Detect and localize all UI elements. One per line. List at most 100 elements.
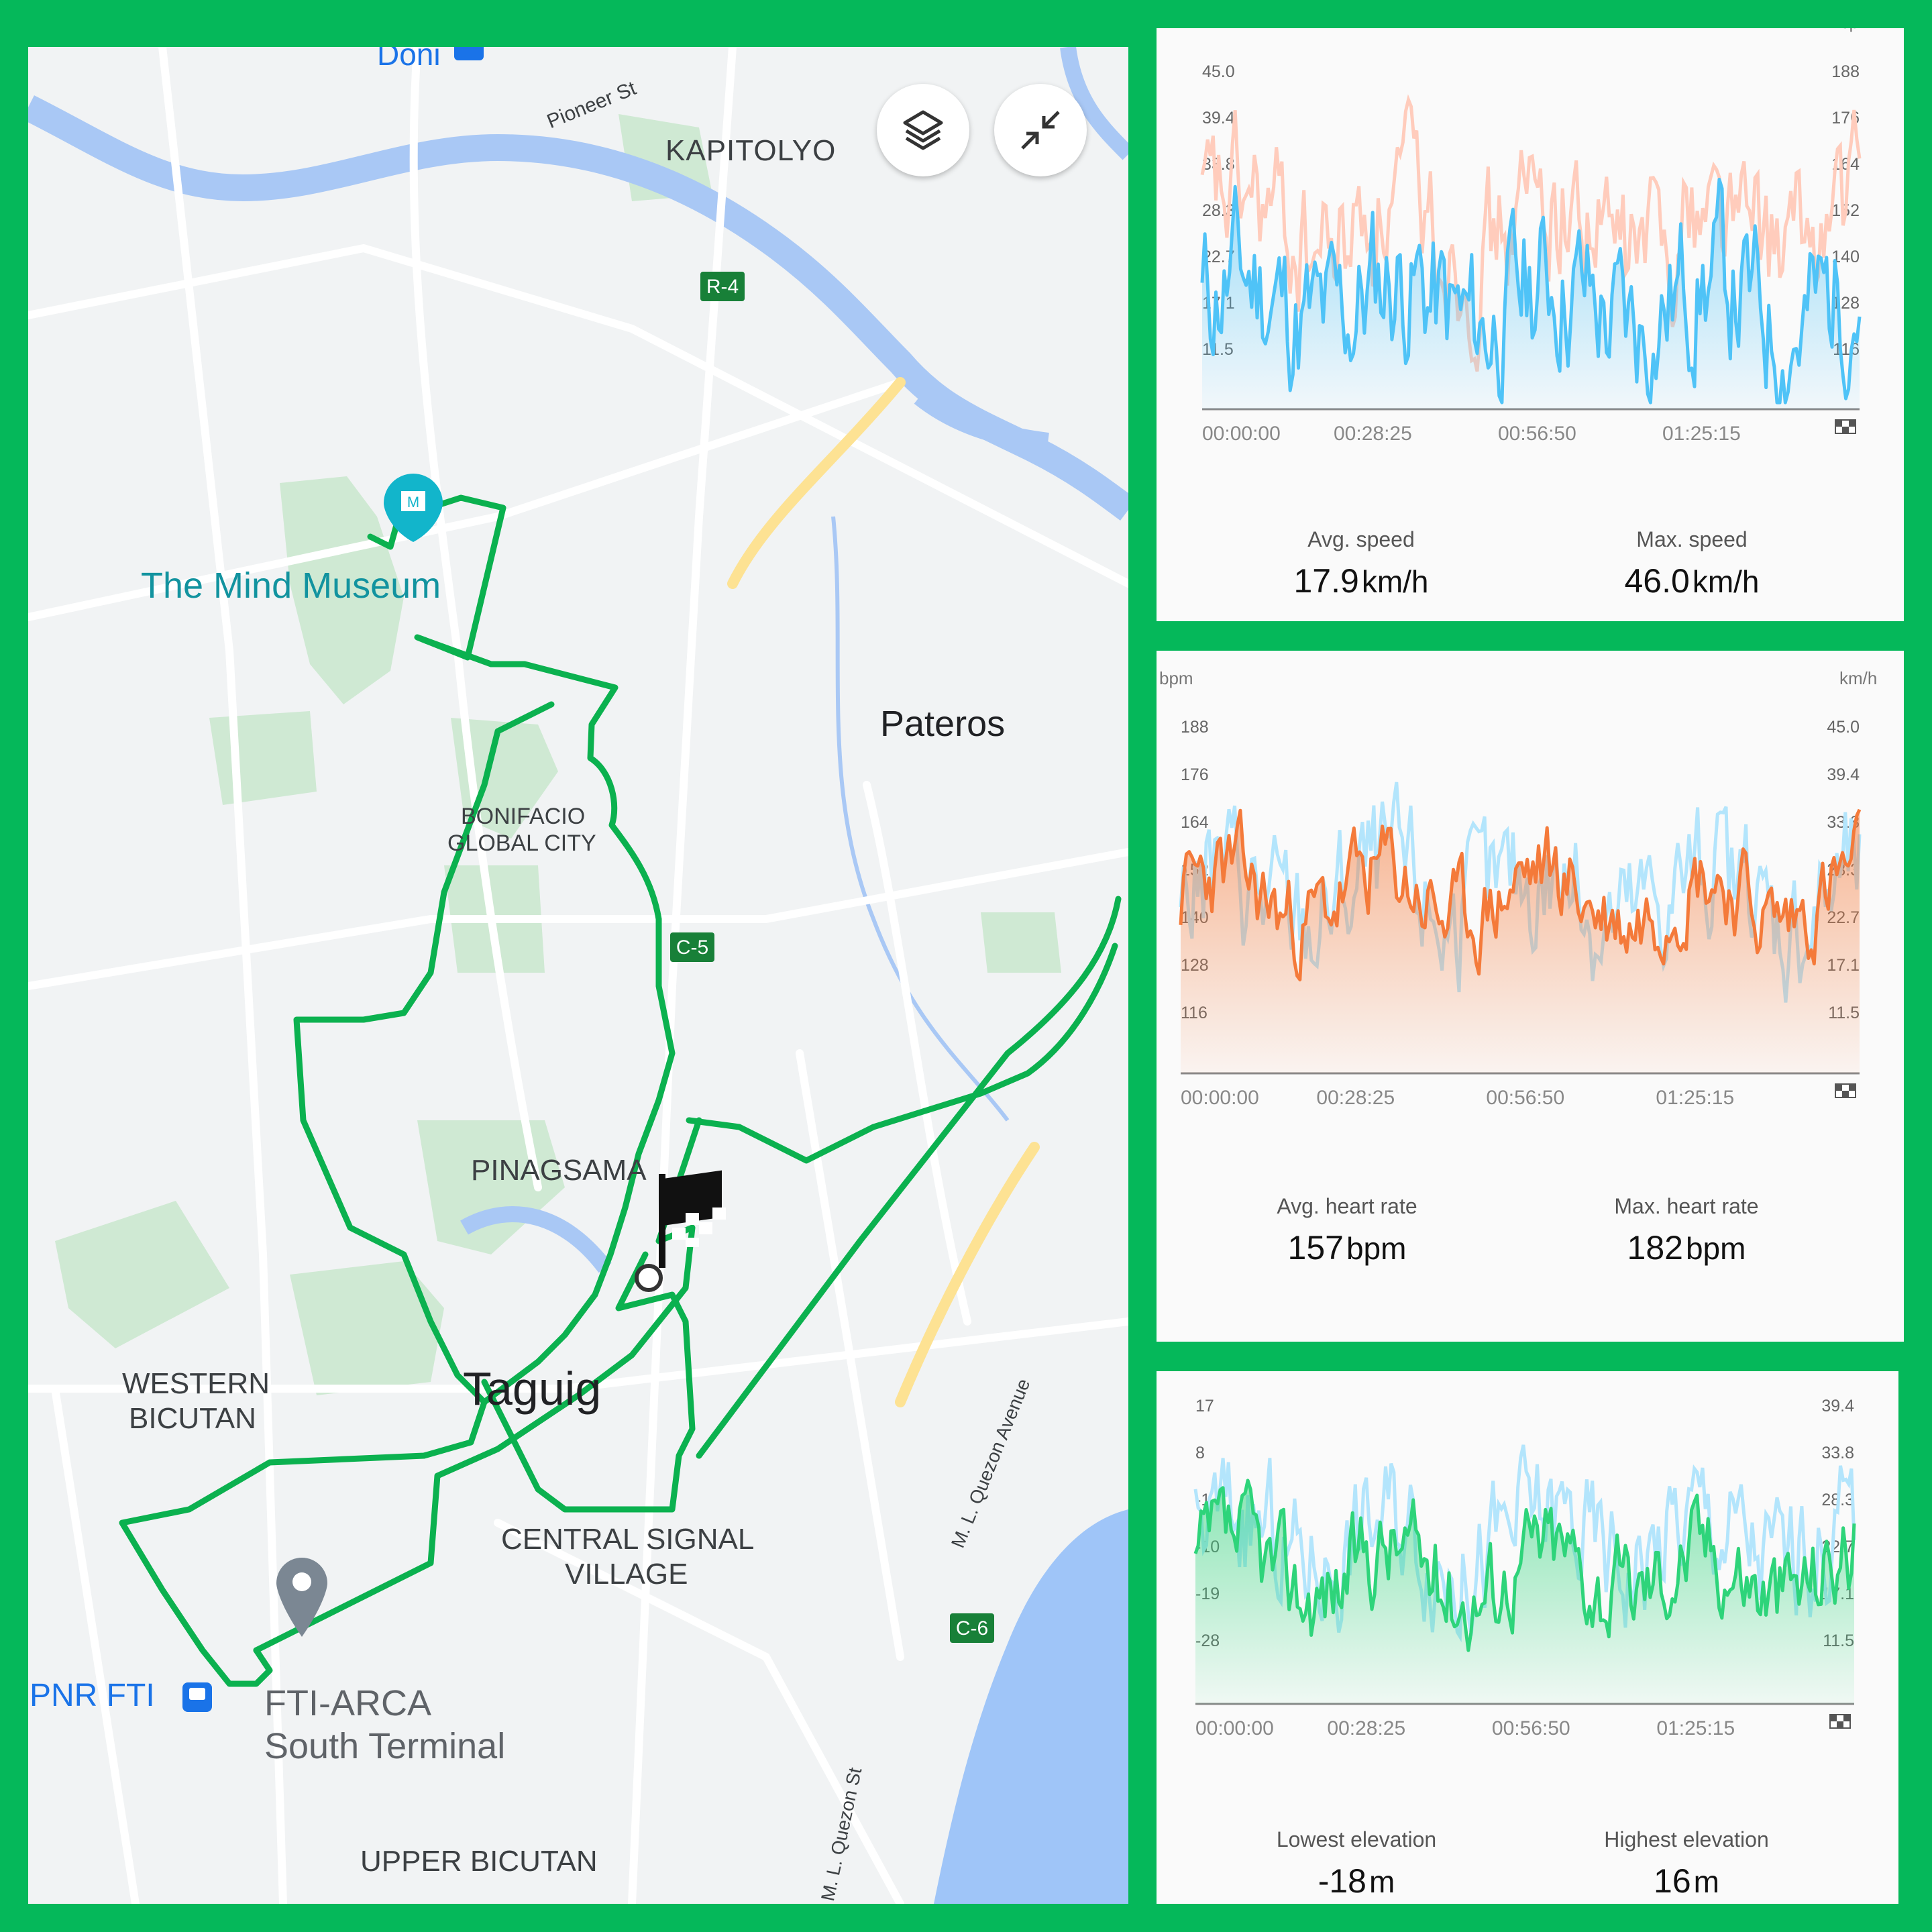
max-speed-stat: Max. speed 46.0km/h — [1524, 527, 1860, 600]
major-roads — [727, 377, 1040, 1407]
map-label-fti-arca-1[interactable]: FTI-ARCA — [264, 1683, 431, 1723]
road-shield-c5: C-5 — [670, 932, 714, 962]
max-hr-value-wrap: 182bpm — [1519, 1228, 1854, 1267]
road-shield-c6: C-6 — [950, 1613, 994, 1643]
right-unit-label: bpm — [1839, 28, 1874, 32]
museum-pin-icon[interactable]: M — [384, 474, 443, 542]
left-tick-label: 164 — [1181, 813, 1209, 832]
elevation-chart[interactable]: 178-1-10-19-2839.433.828.322.717.111.500… — [1157, 1371, 1898, 1904]
primary-series-line — [1200, 178, 1862, 405]
high-elev-stat: Highest elevation 16m — [1519, 1827, 1854, 1900]
lake-water — [934, 1509, 1128, 1904]
low-elev-label: Lowest elevation — [1276, 1827, 1437, 1851]
svg-text:M: M — [407, 494, 419, 511]
route-path — [119, 494, 1122, 1687]
route-map[interactable]: M R-4 — [28, 47, 1128, 1904]
map-label-doni: Doni — [377, 47, 441, 72]
avg-hr-stat: Avg. heart rate 157bpm — [1179, 1194, 1515, 1267]
high-elev-unit: m — [1693, 1864, 1719, 1899]
start-point-icon[interactable] — [635, 1264, 663, 1292]
heart-rate-chart-panel: bpmkm/h18817616415214012811645.039.433.8… — [1157, 651, 1904, 1342]
low-elev-value-wrap: -18m — [1189, 1862, 1524, 1900]
speed-chart-panel: km/hbpm45.039.433.828.322.717.111.518817… — [1157, 28, 1904, 621]
location-pin-icon[interactable] — [276, 1558, 327, 1637]
right-tick-label: 39.4 — [1821, 1397, 1854, 1415]
right-tick-label: 39.4 — [1827, 765, 1860, 784]
avg-hr-label: Avg. heart rate — [1277, 1194, 1417, 1218]
x-tick-label: 00:56:50 — [1486, 1087, 1564, 1109]
left-tick-label: 188 — [1181, 718, 1209, 737]
map-label-western-1: WESTERN — [122, 1367, 270, 1400]
avg-speed-value: 17.9 — [1293, 562, 1359, 600]
left-tick-label: 45.0 — [1202, 62, 1235, 81]
high-elev-value-wrap: 16m — [1519, 1862, 1854, 1900]
avg-speed-label: Avg. speed — [1307, 527, 1415, 551]
map-label-pinagsama: PINAGSAMA — [471, 1154, 647, 1187]
low-elev-stat: Lowest elevation -18m — [1189, 1827, 1524, 1900]
avg-speed-value-wrap: 17.9km/h — [1193, 561, 1529, 600]
svg-text:R-4: R-4 — [706, 276, 739, 298]
x-tick-label: 01:25:15 — [1656, 1717, 1735, 1739]
high-elev-label: Highest elevation — [1604, 1827, 1769, 1851]
heart-rate-chart[interactable]: bpmkm/h18817616415214012811645.039.433.8… — [1157, 651, 1904, 1342]
x-tick-label: 00:56:50 — [1498, 423, 1576, 445]
map-streets — [28, 47, 1128, 1904]
map-label-central-2: VILLAGE — [565, 1558, 688, 1591]
x-tick-label: 00:00:00 — [1181, 1087, 1259, 1109]
max-speed-label: Max. speed — [1636, 527, 1748, 551]
x-tick-label: 00:00:00 — [1202, 423, 1281, 445]
x-tick-label: 01:25:15 — [1656, 1087, 1734, 1109]
secondary-series-line — [1200, 94, 1862, 372]
right-tick-label: 45.0 — [1827, 718, 1860, 737]
map-label-bgc-1: BONIFACIO — [461, 804, 586, 829]
collapse-icon — [1021, 111, 1060, 150]
max-hr-label: Max. heart rate — [1614, 1194, 1759, 1218]
map-label-fti-arca-2[interactable]: South Terminal — [264, 1726, 506, 1766]
layers-icon — [903, 110, 943, 150]
x-tick-label: 00:00:00 — [1195, 1717, 1274, 1739]
x-tick-label: 00:28:25 — [1327, 1717, 1405, 1739]
avg-speed-unit: km/h — [1361, 564, 1429, 599]
collapse-button[interactable] — [994, 84, 1087, 176]
layers-button[interactable] — [877, 84, 969, 176]
elevation-chart-panel: 178-1-10-19-2839.433.828.322.717.111.500… — [1157, 1371, 1898, 1904]
max-hr-unit: bpm — [1685, 1231, 1746, 1266]
primary-series-area — [1181, 809, 1860, 1073]
map-label-pateros: Pateros — [880, 704, 1006, 744]
svg-text:C-5: C-5 — [676, 936, 708, 959]
max-speed-value-wrap: 46.0km/h — [1524, 561, 1860, 600]
left-unit-label: bpm — [1159, 668, 1193, 688]
map-label-taguig: Taguig — [463, 1362, 602, 1415]
map-label-western-2: BICUTAN — [129, 1402, 256, 1435]
right-unit-label: km/h — [1839, 668, 1877, 688]
left-tick-label: 39.4 — [1202, 109, 1235, 127]
road-shield-r4: R-4 — [700, 272, 745, 301]
primary-series-area — [1202, 179, 1860, 409]
x-tick-label: 00:28:25 — [1334, 423, 1412, 445]
right-tick-label: 33.8 — [1821, 1444, 1854, 1462]
avg-speed-stat: Avg. speed 17.9km/h — [1193, 527, 1529, 600]
secondary-series-line — [1193, 1444, 1856, 1643]
map-label-mind-museum[interactable]: The Mind Museum — [141, 566, 441, 606]
map-canvas[interactable]: M R-4 — [28, 47, 1128, 1904]
max-hr-value: 182 — [1627, 1229, 1683, 1267]
finish-flag-icon — [1829, 1714, 1851, 1729]
svg-text:C-6: C-6 — [956, 1617, 988, 1640]
right-tick-label: 188 — [1831, 62, 1860, 81]
x-tick-label: 00:56:50 — [1492, 1717, 1570, 1739]
map-label-upper-bicutan: UPPER BICUTAN — [360, 1845, 598, 1878]
avg-hr-value-wrap: 157bpm — [1179, 1228, 1515, 1267]
speed-chart[interactable]: km/hbpm45.039.433.828.322.717.111.518817… — [1157, 28, 1904, 621]
left-tick-label: 17 — [1195, 1397, 1214, 1415]
map-label-kapitolyo: KAPITOLYO — [665, 134, 837, 167]
map-rivers — [28, 47, 1128, 1273]
finish-flag-icon[interactable] — [659, 1170, 726, 1268]
map-label-pnr-fti[interactable]: PNR FTI — [30, 1678, 155, 1713]
left-unit-label: km/h — [1181, 28, 1218, 32]
left-tick-label: 8 — [1195, 1444, 1205, 1462]
low-elev-unit: m — [1368, 1864, 1395, 1899]
low-elev-value: -18 — [1318, 1862, 1366, 1900]
avg-hr-unit: bpm — [1346, 1231, 1407, 1266]
left-tick-label: 176 — [1181, 765, 1209, 784]
train-station-icon-top — [454, 47, 484, 60]
